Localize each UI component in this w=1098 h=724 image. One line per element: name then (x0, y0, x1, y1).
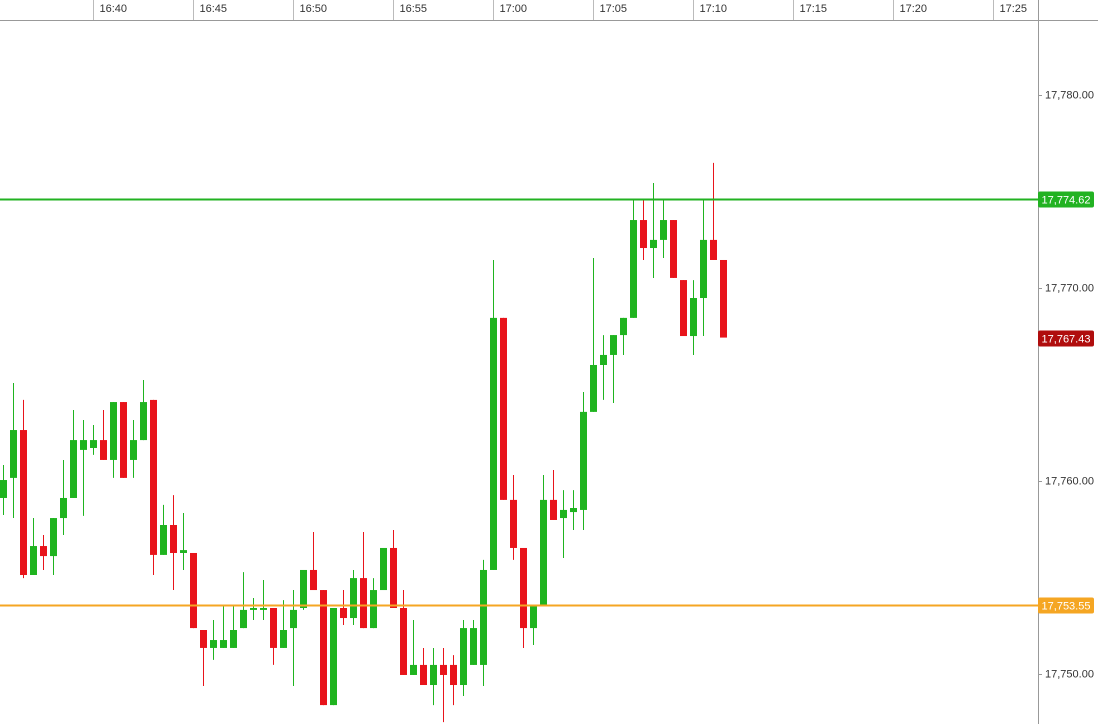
candle-body (60, 497, 67, 519)
price-tag-label: 17,767.43 (1042, 333, 1091, 345)
x-tick-label: 16:55 (400, 3, 428, 15)
candle-body (260, 607, 267, 610)
candle-body (40, 546, 47, 557)
price-tag (1038, 597, 1094, 614)
candle-body (160, 525, 167, 555)
y-tick-label: 17,770.00 (1045, 282, 1094, 294)
x-tick-label: 17:15 (800, 3, 828, 15)
candle-body (610, 335, 617, 355)
candle-body (400, 607, 407, 675)
candle-body (340, 607, 347, 619)
candle-body (370, 590, 377, 629)
x-tick-label: 17:25 (1000, 3, 1028, 15)
candle-body (470, 628, 477, 665)
y-tick-label: 17,760.00 (1045, 475, 1094, 487)
candle-body (590, 364, 597, 412)
candle-body (330, 607, 337, 706)
candle-body (80, 440, 87, 450)
candle-body (230, 630, 237, 648)
y-tick-label: 17,750.00 (1045, 668, 1094, 680)
candle-body (150, 399, 157, 555)
candle-body (510, 499, 517, 548)
candle-body (410, 664, 417, 675)
candle-body (660, 220, 667, 240)
candle-body (650, 239, 657, 249)
x-tick-label: 17:00 (500, 3, 528, 15)
price-tag (1038, 330, 1094, 347)
price-tag (1038, 191, 1094, 208)
candle-body (710, 239, 717, 260)
candle-body (380, 547, 387, 591)
candle-body (720, 259, 727, 338)
candle-body (130, 440, 137, 460)
candle-body (530, 604, 537, 629)
candle-body (280, 630, 287, 648)
candle-body (170, 525, 177, 553)
candle-body (200, 630, 207, 648)
candle-body (140, 402, 147, 441)
candle-body (290, 609, 297, 629)
candle-body (120, 402, 127, 478)
candle-body (460, 628, 467, 686)
y-tick-label: 17,780.00 (1045, 89, 1094, 101)
candle-body (620, 317, 627, 336)
candle-body (630, 220, 637, 318)
candle-body (110, 402, 117, 460)
candle-body (550, 499, 557, 520)
candle-body (700, 239, 707, 299)
candle-body (250, 607, 257, 610)
candle-body (490, 317, 497, 570)
candle-body (440, 664, 447, 675)
candle-body (0, 480, 7, 498)
candle-body (20, 430, 27, 575)
x-tick-label: 17:05 (600, 3, 628, 15)
candle-body (350, 578, 357, 619)
candle-body (600, 354, 607, 365)
x-tick-label: 17:20 (900, 3, 928, 15)
candle-body (390, 547, 397, 608)
candle-body (10, 430, 17, 478)
candle-body (680, 280, 687, 337)
candle-body (50, 518, 57, 557)
candle-body (300, 569, 307, 608)
x-tick-label: 17:10 (700, 3, 728, 15)
candle-body (500, 317, 507, 500)
candle-body (240, 609, 247, 629)
candle-body (100, 440, 107, 460)
x-tick-label: 16:50 (300, 3, 328, 15)
candle-body (560, 509, 567, 519)
candle-body (450, 664, 457, 686)
candle-body (480, 569, 487, 665)
candle-body (420, 664, 427, 686)
candle-body (320, 590, 327, 706)
candle-body (190, 552, 197, 629)
x-tick-label: 16:40 (100, 3, 128, 15)
candle-body (430, 664, 437, 686)
candle-body (30, 546, 37, 575)
candle-body (690, 298, 697, 337)
candle-body (90, 440, 97, 448)
candle-body (360, 578, 367, 629)
candle-body (270, 607, 277, 648)
candle-body (310, 569, 317, 591)
candle-body (180, 550, 187, 553)
candle-body (670, 220, 677, 278)
price-tag-label: 17,753.55 (1042, 600, 1091, 612)
candle-body (70, 440, 77, 498)
candle-body (220, 640, 227, 648)
candle-body (570, 508, 577, 513)
candle-body (540, 499, 547, 605)
candle-body (520, 547, 527, 629)
candle-body (210, 640, 217, 648)
candle-body (580, 411, 587, 510)
x-tick-label: 16:45 (200, 3, 228, 15)
candle-body (640, 220, 647, 249)
price-tag-label: 17,774.62 (1042, 194, 1091, 206)
